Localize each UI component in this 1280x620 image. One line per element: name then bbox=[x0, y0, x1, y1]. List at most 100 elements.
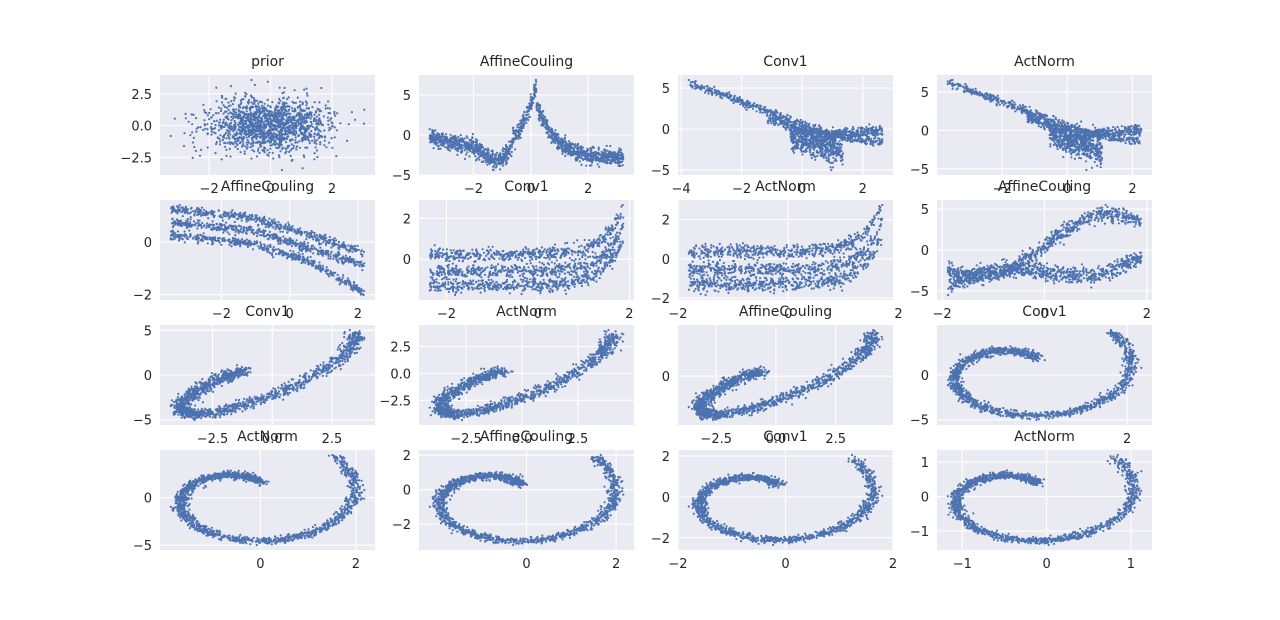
scatter-point bbox=[294, 101, 297, 104]
scatter-point bbox=[282, 118, 285, 121]
scatter-point bbox=[1096, 164, 1099, 167]
scatter-point bbox=[587, 159, 590, 162]
scatter-point bbox=[335, 155, 338, 158]
scatter-point bbox=[296, 96, 299, 99]
scatter-point bbox=[288, 132, 291, 135]
scatter-point bbox=[258, 108, 261, 111]
scatter-point bbox=[283, 129, 286, 132]
scatter-point bbox=[254, 135, 257, 138]
scatter-point bbox=[447, 140, 450, 143]
scatter-point bbox=[803, 141, 806, 144]
scatter-point bbox=[334, 114, 337, 117]
scatter-point bbox=[252, 114, 256, 117]
scatter-point bbox=[761, 111, 764, 114]
scatter-point bbox=[245, 141, 248, 144]
scatter-point bbox=[841, 158, 844, 161]
scatter-point bbox=[324, 107, 327, 110]
scatter-point bbox=[578, 154, 581, 158]
scatter-point bbox=[313, 133, 316, 136]
scatter-point bbox=[223, 122, 226, 125]
scatter-point bbox=[276, 117, 279, 120]
scatter-point bbox=[313, 138, 316, 141]
scatter-point bbox=[841, 139, 844, 142]
scatter-point bbox=[225, 148, 228, 151]
scatter-point bbox=[1078, 156, 1081, 159]
scatter-point bbox=[618, 164, 621, 168]
y-tick-label: 0 bbox=[403, 129, 411, 144]
scatter-point bbox=[715, 94, 718, 97]
scatter-point bbox=[878, 137, 881, 140]
scatter-point bbox=[815, 141, 818, 145]
scatter-point bbox=[825, 141, 828, 144]
scatter-point bbox=[687, 78, 690, 82]
scatter-point bbox=[269, 144, 272, 147]
scatter-point bbox=[773, 111, 777, 114]
scatter-point bbox=[592, 145, 595, 148]
scatter-point bbox=[319, 120, 322, 123]
scatter-point bbox=[465, 153, 468, 156]
scatter-point bbox=[266, 149, 269, 152]
scatter-point bbox=[221, 138, 224, 141]
scatter-point bbox=[191, 123, 194, 126]
scatter-point bbox=[310, 123, 313, 126]
scatter-point bbox=[183, 132, 186, 135]
scatter-point bbox=[294, 141, 297, 144]
scatter-point bbox=[718, 90, 721, 93]
scatter-point bbox=[259, 131, 262, 134]
subplot-title: prior bbox=[251, 54, 284, 70]
scatter-point bbox=[242, 118, 245, 121]
scatter-point bbox=[292, 144, 295, 147]
scatter-point bbox=[458, 140, 461, 143]
scatter-point bbox=[506, 156, 509, 159]
scatter-point bbox=[495, 165, 498, 168]
scatter-point bbox=[263, 102, 266, 105]
scatter-point bbox=[254, 130, 257, 133]
scatter-point bbox=[305, 120, 308, 123]
scatter-point bbox=[880, 142, 883, 145]
scatter-point bbox=[217, 112, 220, 115]
scatter-point bbox=[466, 151, 469, 154]
scatter-point bbox=[294, 133, 297, 137]
scatter-point bbox=[618, 154, 621, 157]
scatter-point bbox=[285, 141, 288, 144]
scatter-point bbox=[288, 108, 291, 111]
scatter-point bbox=[233, 97, 237, 100]
scatter-point bbox=[523, 116, 526, 119]
scatter-point bbox=[607, 158, 611, 162]
scatter-point bbox=[229, 85, 233, 88]
scatter-point bbox=[704, 89, 707, 92]
scatter-point bbox=[214, 152, 217, 155]
scatter-point bbox=[872, 137, 876, 140]
scatter-point bbox=[305, 112, 308, 115]
scatter-point bbox=[546, 126, 550, 129]
scatter-point bbox=[820, 135, 824, 138]
scatter-point bbox=[460, 145, 463, 149]
scatter-point bbox=[221, 135, 224, 138]
scatter-point bbox=[286, 119, 289, 122]
scatter-point bbox=[263, 129, 266, 132]
scatter-point bbox=[169, 134, 172, 138]
scatter-point bbox=[828, 149, 831, 152]
scatter-point bbox=[826, 137, 830, 140]
scatter-point bbox=[231, 117, 235, 120]
scatter-point bbox=[594, 159, 598, 162]
scatter-point bbox=[839, 130, 842, 133]
scatter-point bbox=[585, 149, 589, 152]
scatter-point bbox=[274, 112, 277, 116]
scatter-point bbox=[800, 150, 804, 153]
scatter-point bbox=[801, 147, 804, 150]
scatter-point bbox=[798, 120, 802, 123]
scatter-point bbox=[533, 94, 537, 97]
scatter-point bbox=[222, 104, 225, 107]
scatter-point bbox=[194, 149, 197, 152]
scatter-point bbox=[693, 87, 697, 90]
scatter-point bbox=[225, 137, 228, 140]
scatter-point bbox=[280, 105, 283, 109]
scatter-point bbox=[313, 158, 316, 161]
scatter-point bbox=[800, 127, 803, 130]
scatter-point bbox=[327, 100, 330, 103]
scatter-point bbox=[305, 127, 308, 130]
scatter-point bbox=[238, 121, 241, 124]
scatter-point bbox=[530, 99, 534, 103]
scatter-point bbox=[865, 142, 868, 145]
